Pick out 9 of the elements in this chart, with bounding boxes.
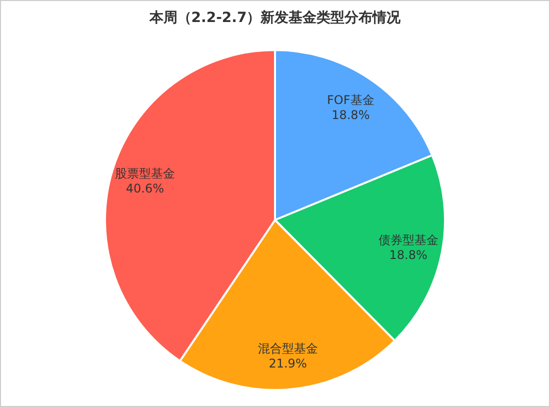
slice-label: 混合型基金 xyxy=(258,341,318,356)
slice-label: 股票型基金 xyxy=(114,166,175,180)
chart-title: 本周（2.2-2.7）新发基金类型分布情况 xyxy=(148,9,402,26)
slice-label: 债券型基金 xyxy=(378,232,438,247)
data-label: 18.8% xyxy=(332,108,370,122)
data-label: 21.9% xyxy=(268,356,307,370)
data-label: 18.8% xyxy=(389,248,428,262)
slice-label: FOF基金 xyxy=(327,92,374,107)
data-label: 40.6% xyxy=(126,181,164,196)
